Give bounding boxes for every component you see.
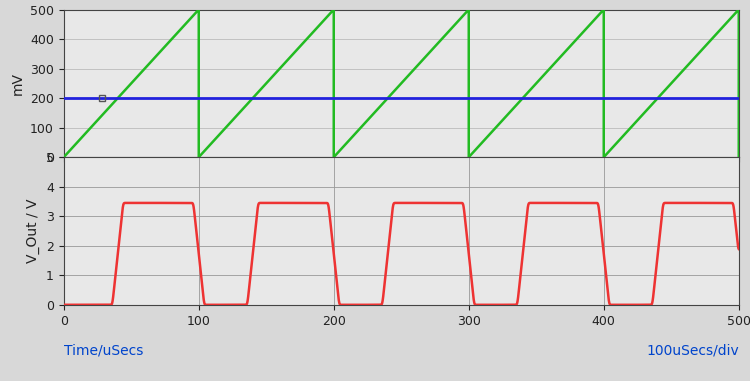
Text: 100uSecs/div: 100uSecs/div (646, 343, 739, 357)
Y-axis label: mV: mV (10, 72, 25, 95)
Text: Time/uSecs: Time/uSecs (64, 343, 143, 357)
Y-axis label: V_Out / V: V_Out / V (26, 199, 40, 263)
